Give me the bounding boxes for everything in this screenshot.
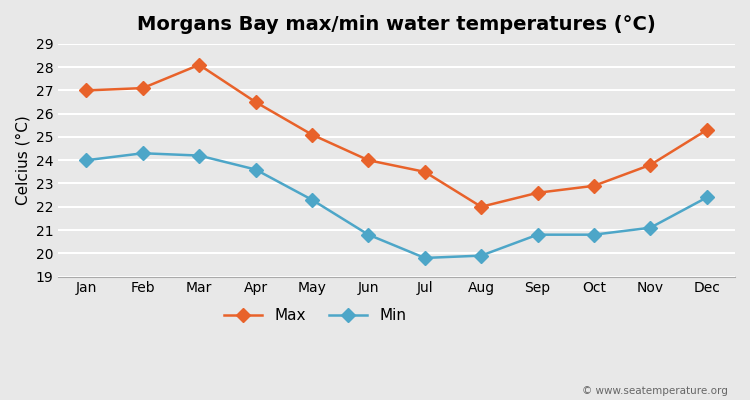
- Min: [477, 253, 486, 258]
- Min: [251, 167, 260, 172]
- Max: [590, 184, 598, 188]
- Text: © www.seatemperature.org: © www.seatemperature.org: [582, 386, 728, 396]
- Min: [364, 232, 373, 237]
- Max: [82, 88, 91, 93]
- Max: [308, 132, 316, 137]
- Max: [364, 158, 373, 163]
- Max: [251, 100, 260, 104]
- Line: Min: Min: [82, 148, 712, 263]
- Min: [533, 232, 542, 237]
- Min: [138, 151, 147, 156]
- Min: [82, 158, 91, 163]
- Min: [590, 232, 598, 237]
- Max: [533, 190, 542, 195]
- Title: Morgans Bay max/min water temperatures (°C): Morgans Bay max/min water temperatures (…: [137, 15, 656, 34]
- Y-axis label: Celcius (°C): Celcius (°C): [15, 115, 30, 205]
- Min: [702, 195, 711, 200]
- Max: [420, 170, 429, 174]
- Legend: Max, Min: Max, Min: [218, 302, 412, 330]
- Min: [195, 153, 204, 158]
- Max: [702, 128, 711, 132]
- Min: [420, 256, 429, 260]
- Min: [646, 225, 655, 230]
- Max: [195, 62, 204, 67]
- Max: [138, 86, 147, 90]
- Max: [477, 204, 486, 209]
- Line: Max: Max: [82, 60, 712, 212]
- Max: [646, 162, 655, 167]
- Min: [308, 197, 316, 202]
